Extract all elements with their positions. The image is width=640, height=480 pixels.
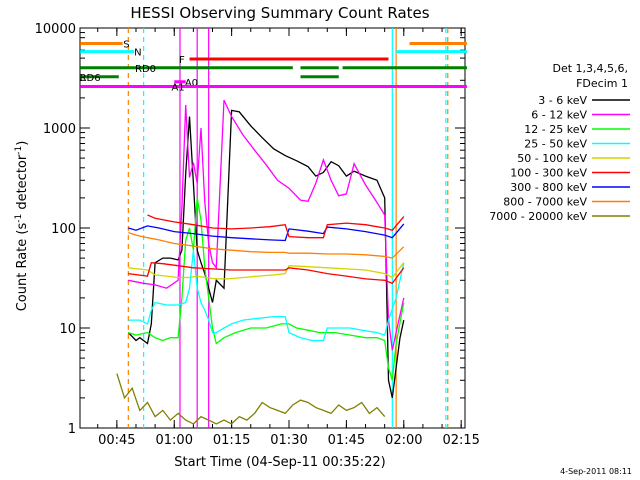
legend-label-0: 3 - 6 keV bbox=[538, 94, 587, 107]
y-axis-label: Count Rate (s-1 detector-1) bbox=[14, 141, 30, 312]
series-line-9 bbox=[116, 373, 386, 425]
legend-header-1: Det 1,3,4,5,6, bbox=[552, 62, 628, 75]
y-axis-label-end: ) bbox=[15, 141, 30, 146]
y-tick-label-4: 10000 bbox=[35, 22, 76, 37]
flag-label-RD0: RD0 bbox=[135, 64, 156, 75]
x-tick-label-1: 01:00 bbox=[156, 433, 193, 448]
y-axis-label-main: Count Rate (s bbox=[15, 223, 30, 312]
series-line-7 bbox=[128, 231, 405, 259]
legend: Det 1,3,4,5,6, FDecim 1 3 - 6 keV 6 - 12 … bbox=[489, 62, 630, 223]
legend-label-8: 7000 - 20000 keV bbox=[489, 210, 587, 223]
series-line-0 bbox=[127, 109, 405, 399]
flag-label-N: N bbox=[134, 48, 141, 59]
y-axis-label-mid: detector bbox=[15, 154, 30, 214]
x-tick-label-6: 02:15 bbox=[442, 433, 479, 448]
series-line-1 bbox=[128, 99, 405, 351]
legend-label-7: 800 - 7000 keV bbox=[503, 196, 587, 209]
x-tick-label-4: 01:45 bbox=[328, 433, 365, 448]
legend-label-6: 300 - 800 keV bbox=[510, 181, 587, 194]
x-tick-label-3: 01:30 bbox=[270, 433, 307, 448]
legend-label-1: 6 - 12 keV bbox=[531, 109, 587, 122]
legend-label-2: 12 - 25 keV bbox=[524, 123, 587, 136]
legend-label-5: 100 - 300 keV bbox=[510, 167, 587, 180]
flag-label-RD6: RD6 bbox=[80, 73, 101, 84]
x-tick-label-0: 00:45 bbox=[98, 433, 135, 448]
series-line-4 bbox=[128, 262, 405, 280]
y-axis-label-sup1: -1 bbox=[14, 214, 24, 223]
x-tick-label-2: 01:15 bbox=[213, 433, 250, 448]
plot-area: 00:45 01:00 01:15 01:30 01:45 02:00 02:15 1 10 10… bbox=[35, 22, 480, 448]
x-axis-label: Start Time (04-Sep-11 00:35:22) bbox=[174, 455, 385, 470]
y-tick-label-0: 1 bbox=[68, 422, 76, 437]
legend-label-4: 50 - 100 keV bbox=[517, 152, 587, 165]
chart-title: HESSI Observing Summary Count Rates bbox=[130, 4, 429, 22]
series-line-2 bbox=[128, 197, 405, 381]
y-tick-label-3: 1000 bbox=[43, 122, 76, 137]
legend-header-2: FDecim 1 bbox=[576, 77, 628, 90]
flag-label-A1: A1 bbox=[171, 83, 184, 94]
footer-timestamp: 4-Sep-2011 08:11 bbox=[560, 467, 632, 476]
x-tick-label-5: 02:00 bbox=[385, 433, 422, 448]
y-axis-label-sup2: -1 bbox=[14, 146, 24, 155]
legend-label-3: 25 - 50 keV bbox=[524, 138, 587, 151]
series-line-3 bbox=[128, 250, 405, 342]
series-line-8 bbox=[147, 214, 405, 239]
series-line-5 bbox=[128, 262, 405, 285]
flag-label-F: F bbox=[179, 55, 185, 66]
series-line-6 bbox=[128, 223, 405, 242]
flag-label-A0: A0 bbox=[185, 78, 198, 89]
y-tick-label-1: 10 bbox=[59, 322, 76, 337]
flag-label-S: S bbox=[123, 39, 129, 50]
y-tick-label-2: 100 bbox=[51, 222, 76, 237]
